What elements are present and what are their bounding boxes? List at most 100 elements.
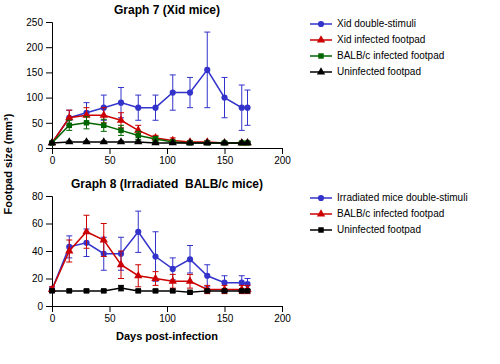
- y-tick: 60: [32, 218, 52, 229]
- chart: 050100150200050100150200250Graph 7 (Xid …: [0, 0, 500, 364]
- series: [49, 117, 251, 146]
- error-bar: [245, 90, 251, 125]
- legend-item: BALB/c infected footpad: [310, 208, 444, 219]
- y-tick-label: 0: [37, 143, 43, 154]
- legend-label: Xid infected footpad: [337, 34, 425, 45]
- point: [220, 138, 228, 145]
- series-line: [52, 232, 248, 290]
- x-tick: 100: [159, 306, 176, 324]
- x-tick-label: 200: [274, 155, 291, 166]
- x-axis-line: [53, 307, 283, 313]
- y-tick: 250: [26, 17, 52, 28]
- x-tick: 200: [274, 306, 291, 324]
- legend-item: BALB/c infected footpad: [310, 50, 444, 61]
- x-tick-label: 0: [50, 155, 56, 166]
- legend: Xid double-stimuliXid infected footpadBA…: [310, 18, 444, 77]
- error-bar: [204, 32, 210, 108]
- point: [100, 235, 108, 242]
- error-bar: [170, 75, 176, 110]
- legend-label: Uninfected footpad: [337, 66, 421, 77]
- legend-item: Uninfected footpad: [310, 224, 421, 235]
- point: [187, 256, 193, 262]
- x-axis-line: [53, 149, 283, 155]
- title: Graph 7 (Xid mice): [114, 3, 220, 17]
- x-tick: 100: [159, 148, 176, 166]
- point: [101, 123, 106, 128]
- point: [84, 288, 89, 293]
- point: [135, 229, 141, 235]
- point: [118, 100, 124, 106]
- series: [48, 215, 252, 293]
- x-tick-mark: [167, 306, 168, 312]
- y-tick-mark: [46, 47, 52, 48]
- point: [136, 288, 141, 293]
- y-tick-label: 200: [26, 42, 43, 53]
- x-tick: 0: [50, 148, 56, 166]
- y-axis-line: [46, 23, 53, 149]
- series: [49, 285, 251, 295]
- x-tick: 150: [217, 148, 234, 166]
- point: [204, 273, 210, 279]
- y-tick-mark: [46, 279, 52, 280]
- point: [82, 137, 90, 144]
- legend-item: Xid infected footpad: [310, 34, 425, 45]
- point: [153, 288, 158, 293]
- point: [152, 105, 158, 111]
- y-tick-label: 40: [32, 246, 44, 257]
- x-axis: 0 50 100 150 200: [50, 148, 292, 166]
- legend-symbol: [317, 35, 325, 42]
- x-tick-mark: [282, 306, 283, 312]
- error-bar: [101, 119, 107, 131]
- legend-label: Uninfected footpad: [337, 224, 421, 235]
- point: [65, 246, 73, 253]
- legend: Irradiated mice double-stimuliBALB/c inf…: [310, 192, 468, 235]
- error-bar: [239, 85, 245, 130]
- x-tick-mark: [110, 148, 111, 154]
- legend-symbol: [318, 53, 323, 58]
- point: [239, 288, 244, 293]
- y-tick: 20: [32, 273, 52, 284]
- point: [151, 138, 159, 145]
- x-tick-mark: [282, 148, 283, 154]
- series-line: [52, 70, 248, 143]
- x-tick-label: 100: [159, 313, 176, 324]
- y-tick: 200: [26, 42, 52, 53]
- x-tick-mark: [225, 148, 226, 154]
- series: [48, 108, 252, 146]
- legend-symbol: [318, 227, 323, 232]
- point: [117, 260, 125, 267]
- x-tick-label: 150: [217, 155, 234, 166]
- y-tick: 0: [37, 301, 52, 312]
- x-tick: 50: [104, 306, 116, 324]
- y-tick: 80: [32, 191, 52, 202]
- point: [135, 105, 141, 111]
- point: [49, 288, 54, 293]
- series-line: [52, 123, 248, 143]
- y-tick-mark: [46, 148, 52, 149]
- y-tick: 100: [26, 92, 52, 103]
- x-tick-label: 150: [217, 313, 234, 324]
- point: [152, 253, 158, 259]
- point: [243, 138, 251, 145]
- legend-label: BALB/c infected footpad: [337, 208, 444, 219]
- x-tick-label: 200: [274, 313, 291, 324]
- point: [169, 276, 177, 283]
- x-tick-mark: [110, 306, 111, 312]
- point: [187, 89, 193, 95]
- y-tick: 40: [32, 246, 52, 257]
- x-tick: 50: [104, 148, 116, 166]
- y-tick-label: 60: [32, 218, 44, 229]
- point: [220, 138, 228, 145]
- y-tick-label: 150: [26, 67, 43, 78]
- x-tick-mark: [167, 148, 168, 154]
- point: [67, 288, 72, 293]
- point: [170, 266, 176, 272]
- point: [134, 271, 142, 278]
- x-tick-label: 100: [159, 155, 176, 166]
- x-tick-label: 0: [50, 313, 56, 324]
- error-bar: [187, 246, 193, 274]
- y-tick-mark: [46, 306, 52, 307]
- series: [48, 137, 252, 145]
- point: [204, 67, 210, 73]
- series-line: [52, 288, 248, 292]
